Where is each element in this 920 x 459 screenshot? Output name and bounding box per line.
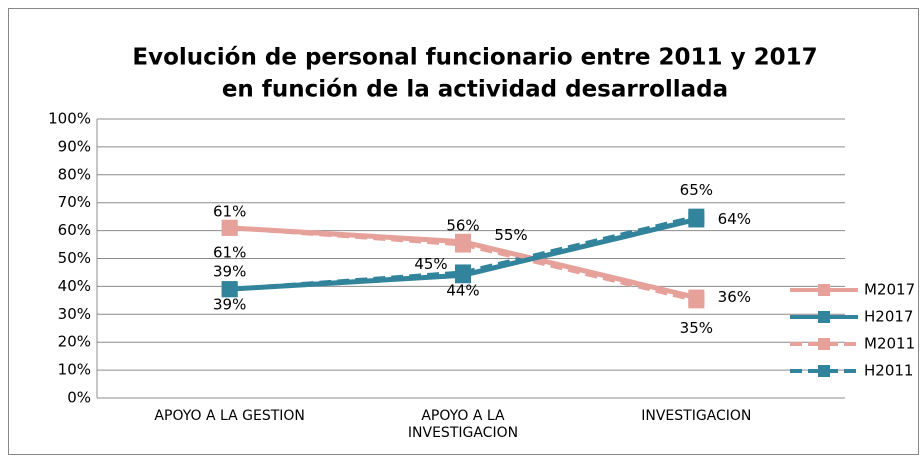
marker xyxy=(221,219,238,236)
legend-label: H2017 xyxy=(864,308,913,326)
chart-title: en función de la actividad desarrollada xyxy=(222,77,728,103)
legend-label: M2011 xyxy=(864,335,915,353)
legend-marker xyxy=(818,311,830,323)
y-tick-label: 80% xyxy=(58,165,91,183)
data-label: 55% xyxy=(494,226,527,244)
data-label: 35% xyxy=(680,319,713,337)
y-tick-label: 20% xyxy=(58,333,91,351)
chart-title: Evolución de personal funcionario entre … xyxy=(132,45,817,71)
data-label: 45% xyxy=(414,255,447,273)
chart-border xyxy=(8,8,919,455)
x-tick-label: APOYO A LA INVESTIGACION xyxy=(407,408,519,441)
data-label: 36% xyxy=(718,288,751,306)
data-label: 56% xyxy=(446,216,479,234)
marker xyxy=(455,233,471,250)
data-label: 65% xyxy=(680,181,713,199)
data-label: 39% xyxy=(213,263,246,281)
data-label: 39% xyxy=(213,296,246,314)
legend-label: H2011 xyxy=(864,362,913,380)
y-tick-label: 0% xyxy=(67,389,91,407)
marker xyxy=(688,289,705,306)
y-tick-label: 50% xyxy=(58,249,91,267)
data-label: 64% xyxy=(718,210,751,228)
x-tick-label: INVESTIGACION xyxy=(641,408,752,424)
data-label: 61% xyxy=(213,243,246,261)
data-label: 44% xyxy=(446,282,479,300)
y-tick-label: 10% xyxy=(58,361,91,379)
y-tick-label: 30% xyxy=(58,305,91,323)
y-tick-label: 70% xyxy=(58,193,91,211)
data-label: 61% xyxy=(213,202,246,220)
y-tick-label: 40% xyxy=(58,277,91,295)
x-tick-label: APOYO A LA GESTION xyxy=(154,408,305,424)
y-tick-label: 100% xyxy=(48,110,91,128)
marker xyxy=(221,281,238,298)
y-tick-label: 60% xyxy=(58,221,91,239)
legend-marker xyxy=(818,338,830,350)
legend-marker xyxy=(818,284,830,296)
marker xyxy=(688,211,705,228)
marker xyxy=(455,267,471,284)
legend-marker xyxy=(818,365,830,377)
y-tick-label: 90% xyxy=(58,137,91,155)
legend-label: M2017 xyxy=(864,281,915,299)
